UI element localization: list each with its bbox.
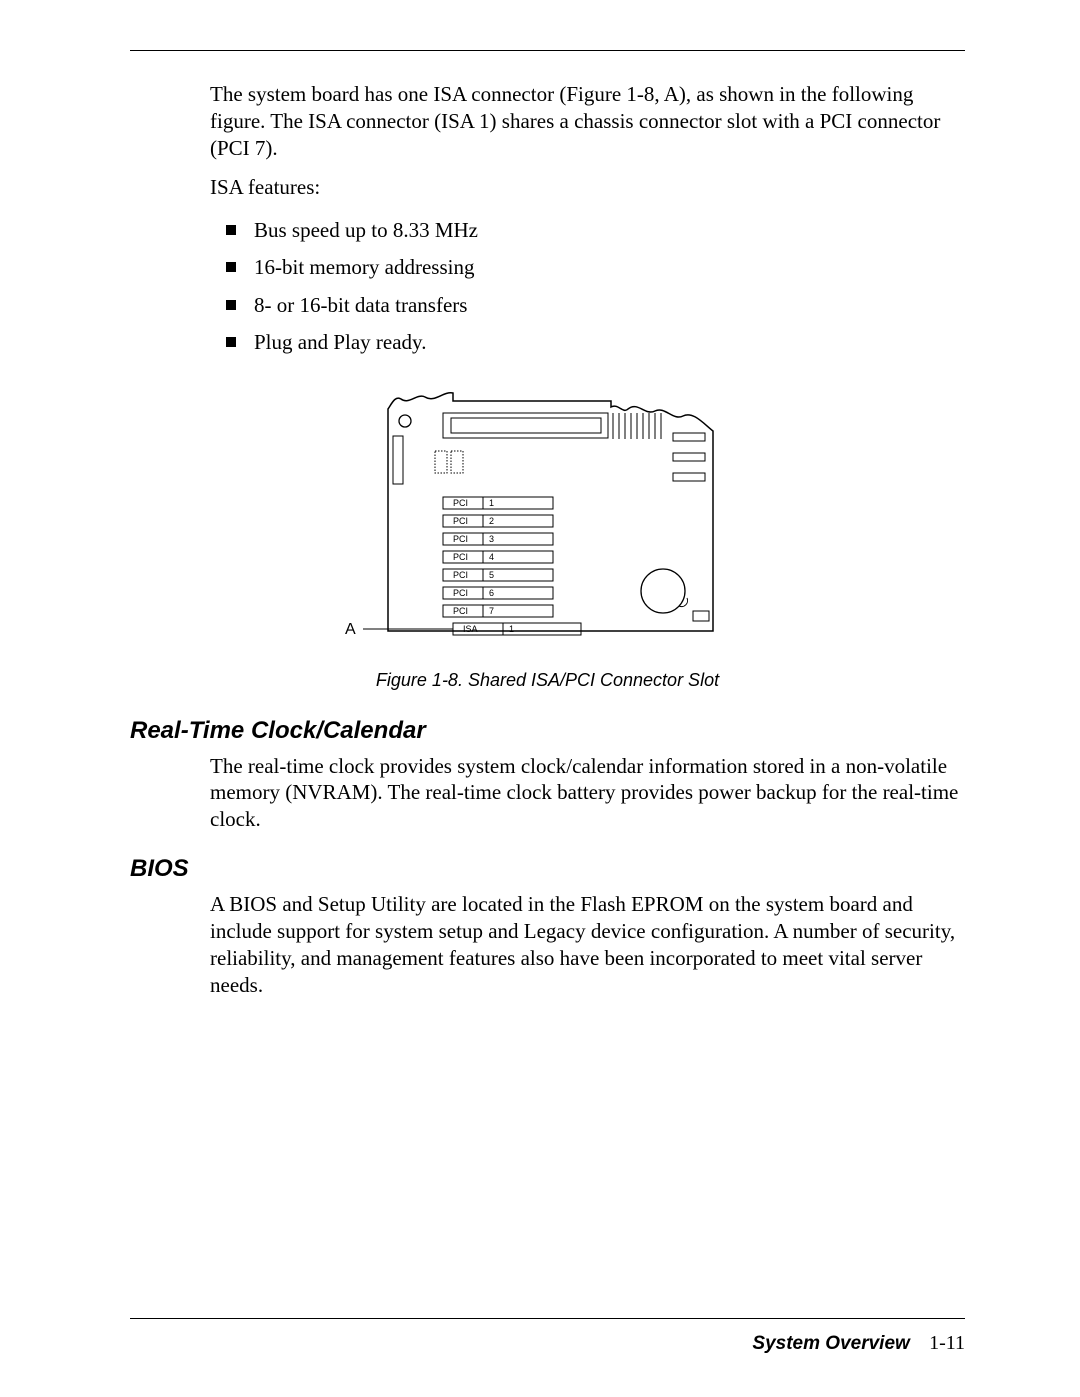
bottom-rule xyxy=(130,1318,965,1319)
list-item: 8- or 16-bit data transfers xyxy=(210,290,965,322)
svg-text:5: 5 xyxy=(489,570,494,580)
heading-bios: BIOS xyxy=(130,855,965,883)
motherboard-diagram: PCI 1 PCI 2 PCI 3 PCI 4 PCI 5 PCI 6 PCI 7 ISA 1 A xyxy=(343,381,753,641)
svg-text:ISA: ISA xyxy=(463,624,478,634)
svg-text:1: 1 xyxy=(509,624,514,634)
footer-page-number: 1-11 xyxy=(929,1332,965,1354)
intro-paragraph: The system board has one ISA connector (… xyxy=(210,81,965,162)
svg-text:7: 7 xyxy=(489,606,494,616)
footer-title: System Overview xyxy=(752,1333,909,1354)
list-item: Bus speed up to 8.33 MHz xyxy=(210,215,965,247)
features-list: Bus speed up to 8.33 MHz 16-bit memory a… xyxy=(210,215,965,359)
svg-text:A: A xyxy=(345,621,356,638)
svg-text:PCI: PCI xyxy=(453,606,468,616)
svg-text:PCI: PCI xyxy=(453,516,468,526)
intro-block: The system board has one ISA connector (… xyxy=(210,81,965,359)
svg-text:PCI: PCI xyxy=(453,534,468,544)
features-label: ISA features: xyxy=(210,174,965,201)
list-item: Plug and Play ready. xyxy=(210,327,965,359)
list-item: 16-bit memory addressing xyxy=(210,252,965,284)
figure-caption: Figure 1-8. Shared ISA/PCI Connector Slo… xyxy=(130,670,965,691)
rtc-paragraph: The real-time clock provides system cloc… xyxy=(210,753,965,834)
figure-1-8: PCI 1 PCI 2 PCI 3 PCI 4 PCI 5 PCI 6 PCI 7 ISA 1 A Figure… xyxy=(130,381,965,691)
rtc-body: The real-time clock provides system cloc… xyxy=(210,753,965,834)
svg-text:PCI: PCI xyxy=(453,570,468,580)
bios-body: A BIOS and Setup Utility are located in … xyxy=(210,891,965,999)
page-footer: System Overview 1-11 xyxy=(752,1332,965,1355)
svg-text:2: 2 xyxy=(489,516,494,526)
svg-text:PCI: PCI xyxy=(453,552,468,562)
svg-text:4: 4 xyxy=(489,552,494,562)
top-rule xyxy=(130,50,965,51)
svg-text:3: 3 xyxy=(489,534,494,544)
svg-text:1: 1 xyxy=(489,498,494,508)
heading-rtc: Real-Time Clock/Calendar xyxy=(130,717,965,745)
document-page: The system board has one ISA connector (… xyxy=(0,0,1080,1397)
svg-text:PCI: PCI xyxy=(453,498,468,508)
svg-text:6: 6 xyxy=(489,588,494,598)
bios-paragraph: A BIOS and Setup Utility are located in … xyxy=(210,891,965,999)
svg-text:PCI: PCI xyxy=(453,588,468,598)
